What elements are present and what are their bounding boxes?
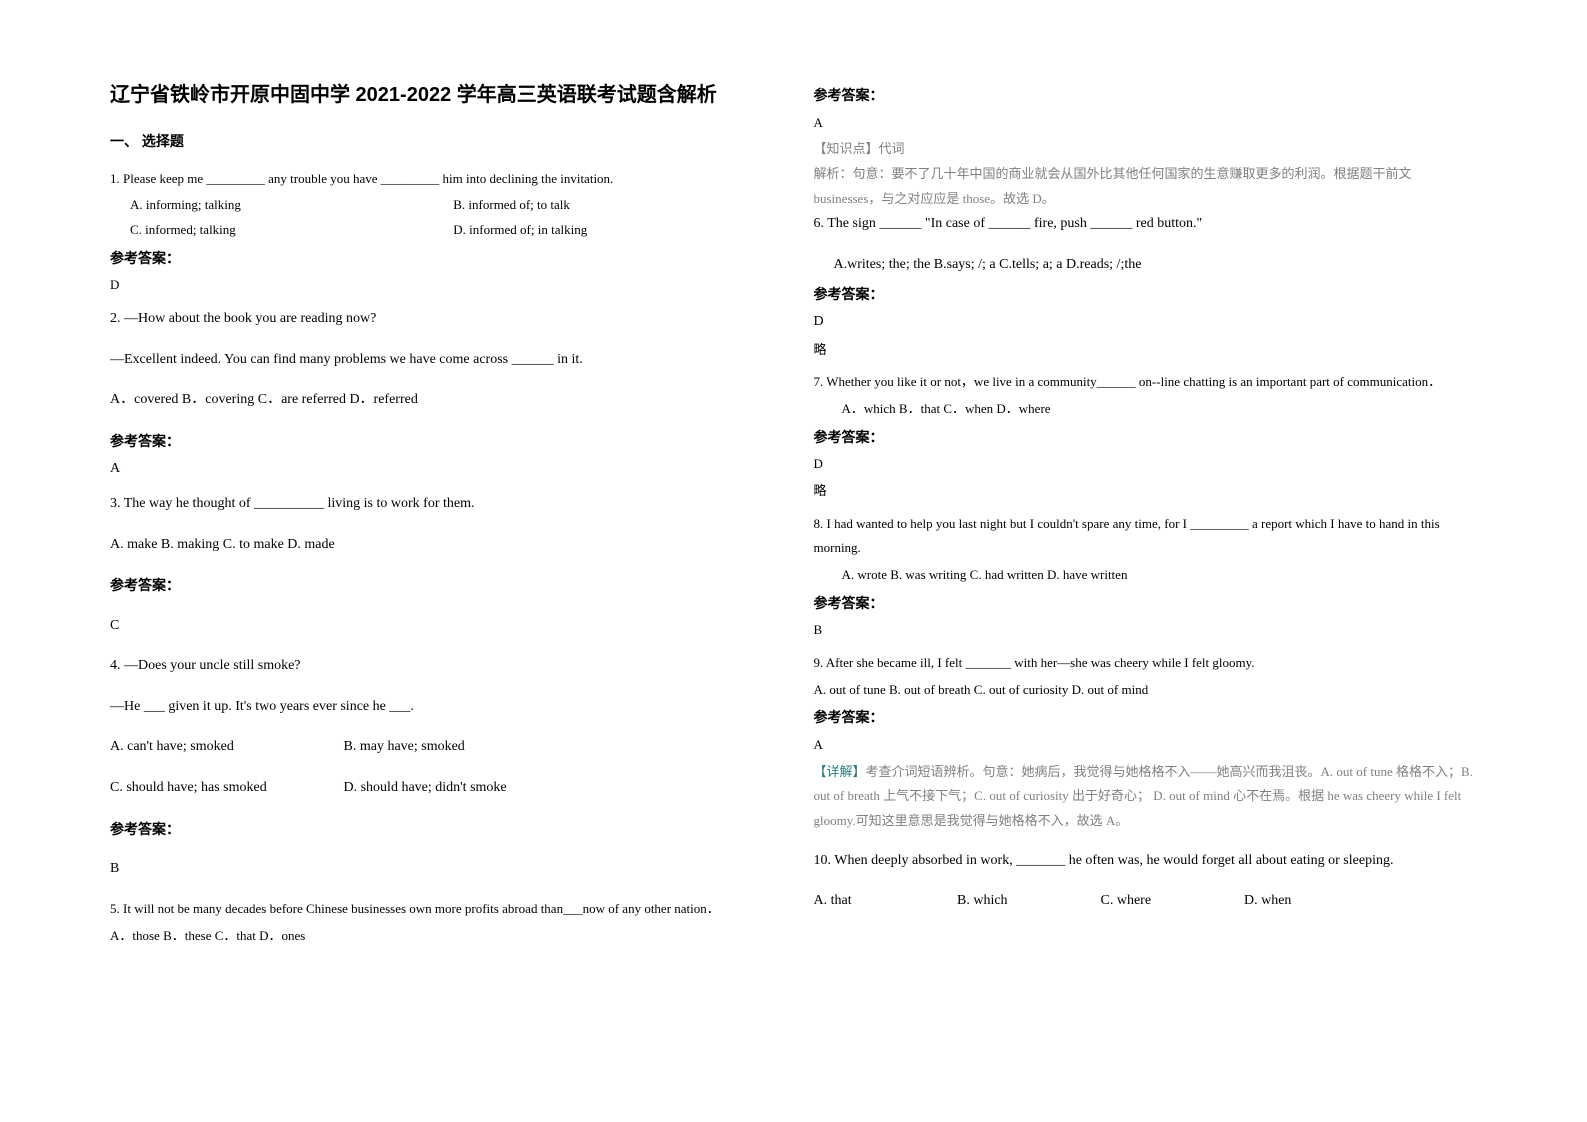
q10-stem: 10. When deeply absorbed in work, ______…: [814, 848, 1478, 875]
q5-knowpoint: 【知识点】代词: [814, 137, 1478, 162]
q2-line1: 2. —How about the book you are reading n…: [110, 306, 774, 333]
q10-opts: A. that B. which C. where D. when: [814, 888, 1478, 915]
q6-note: 略: [814, 338, 1478, 363]
q5-explanation: 解析：句意：要不了几十年中国的商业就会从国外比其他任何国家的生意赚取更多的利润。…: [814, 162, 1478, 211]
q3-ans-label: 参考答案：: [110, 572, 774, 599]
question-10: 10. When deeply absorbed in work, ______…: [814, 848, 1478, 915]
q9-opts: A. out of tune B. out of breath C. out o…: [814, 678, 1478, 703]
q7-ans: D: [814, 452, 1478, 477]
q1-optA: A. informing; talking: [110, 193, 450, 218]
q4-line1: 4. —Does your uncle still smoke?: [110, 653, 774, 680]
q1-optB: B. informed of; to talk: [453, 197, 570, 212]
q4-optD: D. should have; didn't smoke: [344, 780, 507, 795]
q3-stem: 3. The way he thought of __________ livi…: [110, 491, 774, 518]
q1-ans: D: [110, 273, 774, 298]
q1-opts-row2: C. informed; talking D. informed of; in …: [110, 218, 774, 243]
q10-optD: D. when: [1244, 893, 1291, 908]
q1-stem: 1. Please keep me _________ any trouble …: [110, 167, 774, 192]
section-heading: 一、 选择题: [110, 128, 774, 155]
q8-stem: 8. I had wanted to help you last night b…: [814, 512, 1478, 561]
q6-stem: 6. The sign ______ "In case of ______ fi…: [814, 211, 1478, 238]
q10-optC: C. where: [1101, 888, 1241, 915]
question-4: 4. —Does your uncle still smoke? —He ___…: [110, 653, 774, 883]
question-3: 3. The way he thought of __________ livi…: [110, 491, 774, 639]
left-column: 辽宁省铁岭市开原中固中学 2021-2022 学年高三英语联考试题含解析 一、 …: [90, 80, 794, 1082]
q10-optB: B. which: [957, 888, 1097, 915]
detail-label: 【详解】: [814, 764, 866, 779]
q10-optA: A. that: [814, 888, 954, 915]
q8-ans: B: [814, 618, 1478, 643]
q4-optA: A. can't have; smoked: [110, 734, 340, 761]
q6-opts: A.writes; the; the B.says; /; a C.tells;…: [814, 252, 1478, 279]
q4-optC: C. should have; has smoked: [110, 775, 340, 802]
q5-opts: A．those B．these C．that D．ones: [110, 924, 774, 949]
q4-ans: B: [110, 856, 774, 883]
q3-ans: C: [110, 613, 774, 640]
q7-ans-label: 参考答案：: [814, 424, 1478, 451]
q9-ans: A: [814, 733, 1478, 758]
q4-line2: —He ___ given it up. It's two years ever…: [110, 694, 774, 721]
q2-ans-label: 参考答案：: [110, 428, 774, 455]
q6-ans-label: 参考答案：: [814, 281, 1478, 308]
q5-ans-label: 参考答案：: [814, 82, 1478, 109]
q9-explanation: 【详解】考查介词短语辨析。句意：她病后，我觉得与她格格不入——她高兴而我沮丧。A…: [814, 760, 1478, 834]
q6-ans: D: [814, 309, 1478, 336]
q2-opts: A．covered B．covering C．are referred D．re…: [110, 387, 774, 414]
q1-opts-row1: A. informing; talking B. informed of; to…: [110, 193, 774, 218]
q2-ans: A: [110, 456, 774, 483]
q1-ans-label: 参考答案：: [110, 245, 774, 272]
q8-ans-label: 参考答案：: [814, 590, 1478, 617]
q7-note: 略: [814, 479, 1478, 504]
question-7: 7. Whether you like it or not，we live in…: [814, 370, 1478, 503]
q4-optB: B. may have; smoked: [344, 739, 465, 754]
q8-opts: A. wrote B. was writing C. had written D…: [814, 563, 1478, 588]
right-column: 参考答案： A 【知识点】代词 解析：句意：要不了几十年中国的商业就会从国外比其…: [794, 80, 1498, 1082]
q1-optC: C. informed; talking: [110, 218, 450, 243]
q5-ans: A: [814, 111, 1478, 136]
q4-row2: C. should have; has smoked D. should hav…: [110, 775, 774, 802]
q9-ans-label: 参考答案：: [814, 704, 1478, 731]
q3-opts: A. make B. making C. to make D. made: [110, 532, 774, 559]
q7-opts: A．which B．that C．when D．where: [814, 397, 1478, 422]
q4-ans-label: 参考答案：: [110, 816, 774, 843]
question-6: 6. The sign ______ "In case of ______ fi…: [814, 211, 1478, 362]
question-2: 2. —How about the book you are reading n…: [110, 306, 774, 483]
q2-line2: —Excellent indeed. You can find many pro…: [110, 347, 774, 374]
q7-stem: 7. Whether you like it or not，we live in…: [814, 370, 1478, 395]
exam-title: 辽宁省铁岭市开原中固中学 2021-2022 学年高三英语联考试题含解析: [110, 80, 774, 110]
question-8: 8. I had wanted to help you last night b…: [814, 512, 1478, 643]
question-9: 9. After she became ill, I felt _______ …: [814, 651, 1478, 834]
q9-stem: 9. After she became ill, I felt _______ …: [814, 651, 1478, 676]
question-5: 5. It will not be many decades before Ch…: [110, 897, 774, 948]
q4-row1: A. can't have; smoked B. may have; smoke…: [110, 734, 774, 761]
q9-exp-text: 考查介词短语辨析。句意：她病后，我觉得与她格格不入——她高兴而我沮丧。A. ou…: [814, 764, 1473, 828]
q5-line1: 5. It will not be many decades before Ch…: [110, 897, 774, 922]
question-1: 1. Please keep me _________ any trouble …: [110, 167, 774, 298]
q1-optD: D. informed of; in talking: [453, 222, 587, 237]
